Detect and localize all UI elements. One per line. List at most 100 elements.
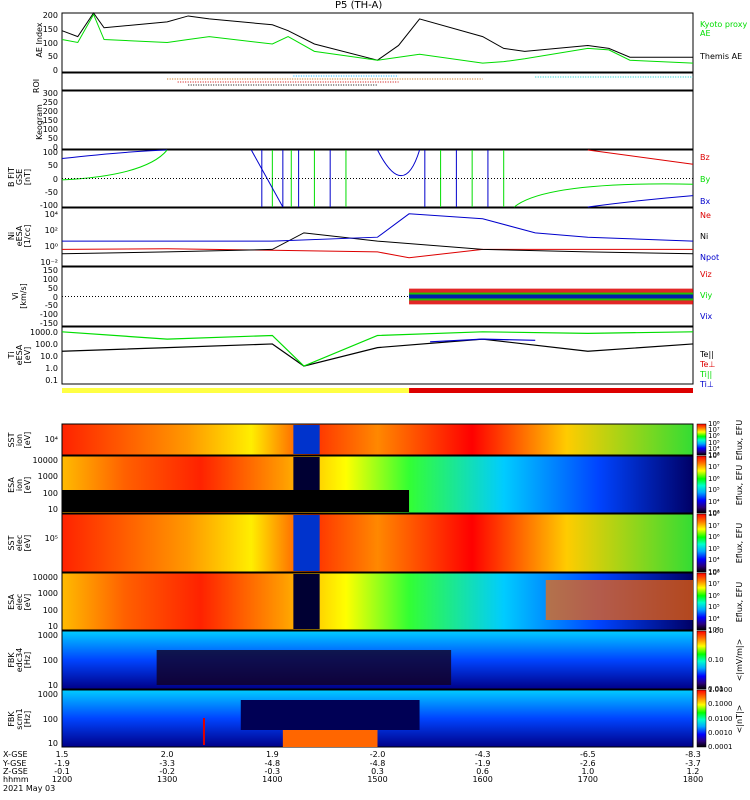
density-ytick-0: 10⁴ (44, 210, 58, 219)
fbk-b-cbar-label: <|nT|> (735, 704, 744, 733)
fbk-b-cbar-tick-2: 0.0100 (708, 714, 733, 723)
density-ytick-1: 10² (44, 226, 58, 235)
fbk-b-cbar-tick-1: 0.1000 (708, 700, 733, 709)
bfit-ytick-2: 0 (52, 174, 58, 184)
velocity-ytick-3: 0 (52, 292, 58, 302)
esa-ion-ytick-3: 10 (47, 505, 58, 514)
fbk-b-dark-patch (240, 700, 420, 730)
fbk-e-cbar-tick-0: 1.00 (708, 627, 724, 635)
bfit-ytick-4: -100 (39, 201, 58, 210)
xaxis-col-4-y: -1.9 (474, 759, 491, 768)
sst-elec-cbar-tick-1: 10⁷ (708, 521, 720, 530)
temperature-ytick-2: 10.0 (40, 352, 58, 361)
bfit-by-left (61, 149, 168, 181)
bfit-legend-0: Bz (700, 153, 710, 162)
ae-ytick-2: 100 (42, 38, 58, 48)
xaxis-col-2-t: 1400 (262, 775, 283, 784)
esa-ion-cbar-tick-5: 10³ (708, 509, 720, 517)
esa-ion-cbar-tick-0: 10⁸ (708, 452, 720, 460)
velocity-legend-2: Vix (700, 312, 713, 321)
xaxis-col-1-z: -0.2 (159, 767, 175, 776)
ae-ytick-0: 200 (42, 11, 58, 20)
temperature-series-1 (61, 331, 694, 367)
colorbar-sst-elec (696, 513, 707, 573)
esa-elec-cbar-label: Eflux, EFU (735, 581, 744, 622)
xaxis-col-5-t: 1700 (577, 775, 598, 784)
temperature-series-2 (430, 338, 536, 343)
fbk-b-ytick-0: 1000 (37, 690, 58, 699)
esa-elec-cbar-tick-0: 10⁸ (708, 569, 720, 577)
bfit-legend-1: By (700, 175, 711, 184)
velocity-ytick-1: 100 (42, 274, 58, 284)
fbk-b-cbar-tick-3: 0.0010 (708, 728, 733, 737)
sst-elec-cbar-tick-4: 10⁴ (708, 556, 720, 565)
sst-elec-cbar-label: Eflux, EFU (735, 522, 744, 564)
ae-series-themis (61, 12, 693, 61)
xaxis-col-0-z: -0.1 (54, 767, 70, 776)
xaxis-col-6-x: -8.3 (685, 750, 701, 759)
sst-ion-cbar-tick-3: 10⁵ (708, 438, 720, 447)
fbk-e-ytick-0: 1000 (37, 631, 58, 640)
spec-sst-elec-image (61, 513, 694, 573)
density-ytick-3: 10⁻² (40, 258, 58, 267)
esa-ion-ylabel-2: [eV] (23, 476, 32, 493)
keogram-ytick-2: 200 (42, 107, 58, 116)
temperature-legend-1: Te⊥ (700, 360, 716, 369)
mode-bar-slow (62, 388, 410, 393)
sst-ion-cbar-tick-5: 10³ (708, 451, 720, 459)
velocity-band-vix (409, 294, 693, 299)
sst-elec-ytick-0: 10⁵ (44, 534, 58, 544)
fbk-b-cbar-tick-4: 0.0001 (708, 743, 733, 751)
fbk-e-cbar-label: <|mV/m|> (735, 638, 744, 682)
sst-ion-cbar-tick-4: 10⁴ (708, 444, 720, 453)
keogram-frame (61, 90, 694, 150)
temperature-series-0 (61, 338, 694, 367)
sst-ion-cbar-tick-0: 10⁸ (708, 420, 720, 428)
esa-ion-cbar-label: Eflux, EFU (735, 464, 744, 505)
esa-elec-ytick-3: 10 (47, 622, 58, 631)
fbk-e-cbar-tick-2: 0.01 (708, 685, 724, 693)
esa-elec-ytick-1: 1000 (37, 589, 58, 599)
xaxis-col-4-t: 1600 (472, 775, 493, 784)
fbk-b-ytick-2: 10 (47, 739, 58, 748)
bfit-by-right (513, 183, 694, 208)
density-legend-0: Ne (700, 211, 711, 220)
esa-elec-cbar-tick-5: 10³ (708, 626, 720, 634)
velocity-ytick-2: 50 (47, 283, 58, 293)
sst-ion-cbar-tick-2: 10⁶ (708, 432, 720, 441)
esa-ion-cbar-tick-1: 10⁷ (708, 463, 720, 472)
temperature-ytick-0: 1000.0 (30, 328, 58, 337)
temperature-ytick-4: 0.1 (45, 376, 58, 385)
bfit-bx-right (587, 195, 694, 208)
xaxis-col-3-z: 0.3 (371, 767, 384, 776)
esa-elec-cbar-tick-4: 10⁴ (708, 614, 720, 623)
colorbar-esa-ion (696, 455, 707, 514)
xaxis-row-label-3: hhmm (3, 775, 29, 784)
esa-elec-ylabel-2: [eV] (23, 593, 32, 610)
bfit-legend-2: Bx (700, 197, 711, 206)
bfit-bz-right (587, 149, 694, 165)
temperature-ytick-3: 1.0 (45, 364, 58, 373)
bfit-ytick-1: 50 (47, 161, 58, 171)
roi-frame (61, 72, 694, 91)
keogram-ytick-0: 300 (42, 89, 58, 98)
xaxis-col-3-x: -2.0 (369, 750, 386, 759)
ae-legend-1: Themis AE (700, 52, 743, 61)
xaxis-col-0-t: 1200 (51, 775, 73, 784)
esa-elec-ytick-0: 10000 (32, 573, 58, 582)
xaxis-col-0-y: -1.9 (54, 759, 70, 768)
density-ytick-2: 10⁰ (44, 242, 58, 251)
esa-ion-ytick-0: 10000 (32, 456, 58, 465)
density-series-ne (61, 248, 693, 259)
esa-elec-cbar-tick-1: 10⁷ (708, 580, 720, 589)
colorbar-esa-elec (696, 572, 707, 631)
keogram-ytick-3: 150 (42, 116, 58, 125)
keogram-ytick-4: 100 (42, 125, 58, 134)
bfit-bx-left (61, 149, 168, 160)
xaxis-col-3-t: 1500 (367, 775, 388, 784)
velocity-legend-1: Viy (700, 291, 713, 300)
bfit-bx-drop (250, 149, 284, 208)
esa-ion-ytick-2: 100 (42, 488, 58, 498)
